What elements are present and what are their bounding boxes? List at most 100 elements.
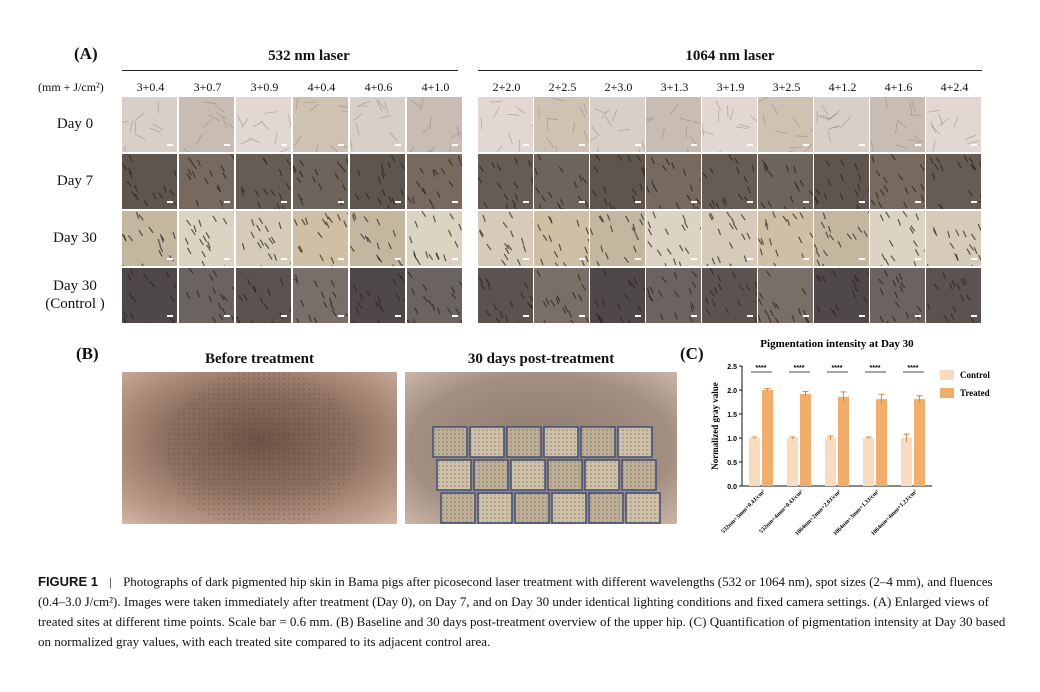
caption-separator: | bbox=[109, 574, 112, 589]
skin-tile-image bbox=[350, 268, 405, 323]
param-label: 3+0.7 bbox=[193, 80, 222, 94]
scale-bar bbox=[523, 258, 529, 260]
row-label: Day 30 bbox=[53, 230, 97, 246]
scale-bar bbox=[859, 315, 865, 317]
y-axis-label: Normalized gray value bbox=[710, 382, 720, 469]
row-label: Day 30 (Control ) bbox=[45, 278, 105, 312]
y-tick-label: 0.0 bbox=[727, 484, 737, 491]
scale-bar bbox=[747, 258, 753, 260]
significance-label: **** bbox=[794, 365, 805, 372]
y-tick-label: 2.5 bbox=[727, 364, 737, 371]
skin-tile-image bbox=[646, 268, 701, 323]
skin-tile-image bbox=[407, 211, 462, 266]
scale-bar bbox=[915, 144, 921, 146]
significance-label: **** bbox=[756, 365, 767, 372]
skin-tile-image bbox=[534, 154, 589, 209]
skin-tile-image bbox=[814, 97, 869, 152]
param-label: 3+2.5 bbox=[772, 80, 801, 94]
skin-tile-image bbox=[179, 154, 234, 209]
skin-tile-image bbox=[870, 268, 925, 323]
laser-1064-underline bbox=[478, 70, 982, 71]
skin-tile-image bbox=[646, 97, 701, 152]
skin-tile-image bbox=[702, 97, 757, 152]
row-label: Day 7 bbox=[56, 173, 94, 189]
scale-bar bbox=[224, 144, 230, 146]
skin-tile-image bbox=[350, 211, 405, 266]
scale-bar bbox=[452, 315, 458, 317]
bar-treated bbox=[914, 399, 925, 486]
chart-title: Pigmentation intensity at Day 30 bbox=[760, 338, 914, 350]
significance-label: **** bbox=[870, 365, 881, 372]
y-tick-label: 2.0 bbox=[727, 388, 737, 395]
skin-tile-image bbox=[236, 268, 291, 323]
scale-bar bbox=[167, 144, 173, 146]
scale-bar bbox=[579, 144, 585, 146]
scale-bar bbox=[635, 258, 641, 260]
skin-tile-image bbox=[702, 211, 757, 266]
scale-bar bbox=[395, 315, 401, 317]
skin-tile-image bbox=[758, 97, 813, 152]
scale-bar bbox=[523, 201, 529, 203]
skin-tile-image bbox=[926, 268, 981, 323]
scale-bar bbox=[691, 258, 697, 260]
category-label: 532nm+3mm+0.4J/cm² bbox=[721, 489, 767, 535]
bar-control bbox=[863, 438, 874, 486]
scale-bar bbox=[691, 144, 697, 146]
figure-label: FIGURE 1 bbox=[38, 574, 98, 589]
skin-tile-image bbox=[478, 268, 533, 323]
y-tick-label: 0.5 bbox=[727, 460, 737, 467]
legend-swatch-treated bbox=[940, 388, 954, 398]
y-tick-label: 1.5 bbox=[727, 412, 737, 419]
skin-tile-image bbox=[350, 97, 405, 152]
scale-bar bbox=[803, 315, 809, 317]
skin-tile-image bbox=[926, 211, 981, 266]
scale-bar bbox=[523, 144, 529, 146]
param-label: 2+2.5 bbox=[548, 80, 577, 94]
skin-tile-image bbox=[293, 97, 348, 152]
skin-tile-image bbox=[179, 268, 234, 323]
param-label: 3+0.4 bbox=[136, 80, 165, 94]
param-label: 3+1.9 bbox=[716, 80, 745, 94]
skin-tile-image bbox=[534, 97, 589, 152]
scale-bar bbox=[859, 201, 865, 203]
scale-bar bbox=[691, 315, 697, 317]
panel-c-letter: (C) bbox=[680, 344, 704, 363]
significance-label: **** bbox=[832, 365, 843, 372]
scale-bar bbox=[452, 201, 458, 203]
skin-tile-image bbox=[350, 154, 405, 209]
scale-bar bbox=[281, 201, 287, 203]
skin-tile-image bbox=[179, 211, 234, 266]
skin-tile-image bbox=[590, 154, 645, 209]
bar-treated bbox=[838, 396, 849, 486]
scale-bar bbox=[523, 315, 529, 317]
scale-bar bbox=[281, 258, 287, 260]
scale-bar bbox=[579, 201, 585, 203]
skin-tile-image bbox=[478, 211, 533, 266]
skin-tile-image bbox=[758, 268, 813, 323]
skin-tile-image bbox=[590, 97, 645, 152]
scale-bar bbox=[747, 201, 753, 203]
before-treatment-photo bbox=[122, 372, 397, 524]
scale-bar bbox=[803, 201, 809, 203]
scale-bar bbox=[224, 201, 230, 203]
skin-tile-image bbox=[179, 97, 234, 152]
scale-bar bbox=[747, 315, 753, 317]
skin-tile-image bbox=[478, 154, 533, 209]
scale-bar bbox=[859, 144, 865, 146]
skin-tile-image bbox=[814, 154, 869, 209]
legend-label-treated: Treated bbox=[960, 388, 990, 398]
scale-bar bbox=[281, 315, 287, 317]
scale-bar bbox=[803, 258, 809, 260]
skin-tile-image bbox=[870, 211, 925, 266]
skin-tile-image bbox=[702, 154, 757, 209]
row-label: Day 0 bbox=[56, 116, 94, 132]
bar-control bbox=[825, 438, 836, 486]
skin-tile-image bbox=[407, 268, 462, 323]
skin-tile-image bbox=[478, 97, 533, 152]
figure-caption: FIGURE 1 | Photographs of dark pigmented… bbox=[38, 572, 1008, 652]
scale-bar bbox=[338, 315, 344, 317]
skin-tile-image bbox=[870, 154, 925, 209]
after-treatment-title: 30 days post-treatment bbox=[467, 351, 615, 367]
scale-bar bbox=[747, 144, 753, 146]
scale-bar bbox=[395, 201, 401, 203]
